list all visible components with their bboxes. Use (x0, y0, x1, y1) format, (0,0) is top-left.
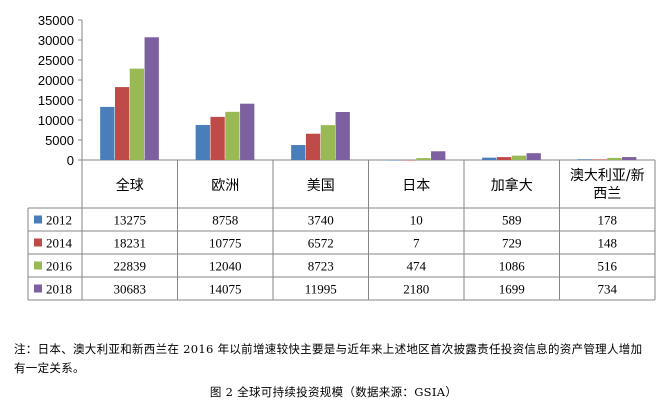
category-labels: 全球 欧洲 美国 日本 加拿大 澳大利亚/新西兰 (116, 168, 645, 202)
y-tick-label: 20000 (38, 73, 74, 88)
table-cell-value: 18231 (114, 236, 147, 251)
bar-2018-1 (240, 103, 255, 160)
table-cell-value: 13275 (114, 213, 147, 228)
table-cell-value: 6572 (308, 236, 334, 251)
sustainable-investment-chart: 0 5000 10000 15000 20000 25000 30000 35000 全球 欧洲… (27, 13, 656, 301)
bar-2018-4 (526, 153, 541, 160)
category-label: 加拿大 (491, 177, 533, 194)
data-table: 2012 13275 8758 3740 10 589 178 2014 18231 10775 6… (34, 213, 618, 297)
bar-2018-3 (431, 151, 446, 160)
legend-key-2014 (34, 238, 42, 247)
category-label: 全球 (116, 177, 144, 194)
category-label: 日本 (402, 178, 430, 194)
table-cell-value: 1699 (499, 282, 525, 297)
legend-label-2018: 2018 (46, 282, 72, 297)
y-axis: 0 5000 10000 15000 20000 25000 30000 35000 (38, 13, 83, 168)
bar-2014-2 (305, 133, 321, 160)
category-label: 美国 (307, 178, 335, 194)
y-tick-label: 15000 (38, 93, 74, 108)
y-tick-label: 35000 (38, 13, 74, 28)
category-label: 欧洲 (211, 178, 239, 194)
bar-2016-3 (416, 158, 431, 160)
table-cell-value: 14075 (209, 282, 242, 297)
legend-key-2016 (34, 261, 42, 270)
table-cell-value: 8758 (212, 213, 238, 228)
table-cell-value: 1086 (499, 259, 526, 274)
legend-label-2014: 2014 (46, 236, 73, 251)
bar-2014-5 (592, 159, 607, 160)
y-tick-label: 10000 (38, 113, 74, 128)
bar-2016-0 (129, 68, 145, 160)
table-cell-value: 734 (598, 282, 618, 297)
bar-2014-3 (401, 159, 416, 161)
bar-2012-4 (482, 157, 497, 160)
table-cell-value: 10775 (209, 236, 242, 251)
figure-caption: 图 2 全球可持续投资规模（数据来源：GSIA） (209, 385, 458, 399)
legend-label-2012: 2012 (46, 213, 72, 228)
table-cell-value: 3740 (308, 213, 334, 228)
table-grid (27, 159, 656, 301)
bar-2018-5 (622, 157, 637, 160)
bar-2016-4 (511, 155, 527, 160)
bar-2014-1 (210, 116, 225, 160)
bar-2012-0 (100, 106, 115, 160)
table-cell-value: 30683 (114, 282, 147, 297)
bar-2012-1 (195, 124, 210, 160)
bar-2012-2 (291, 145, 306, 160)
table-cell-value: 12040 (209, 259, 242, 274)
table-cell-value: 516 (598, 259, 618, 274)
table-cell-value: 11995 (305, 282, 337, 297)
legend-label-2016: 2016 (46, 259, 73, 274)
bar-marks (100, 37, 637, 161)
bar-2014-4 (496, 157, 512, 160)
y-tick-label: 5000 (45, 133, 74, 148)
table-cell-value: 10 (410, 213, 423, 228)
bar-2016-2 (320, 125, 336, 160)
table-cell-value: 589 (502, 213, 522, 228)
table-cell-value: 178 (598, 213, 618, 228)
category-label: 澳大利亚/新 (570, 168, 645, 184)
table-cell-value: 474 (407, 259, 427, 274)
bar-2012-3 (386, 159, 401, 161)
table-cell-value: 22839 (114, 259, 147, 274)
table-cell-value: 2180 (403, 282, 429, 297)
y-tick-label: 25000 (38, 53, 74, 68)
table-cell-value: 729 (502, 236, 522, 251)
bar-2016-1 (225, 111, 240, 160)
legend-key-2018 (34, 284, 42, 293)
chart-note: 注：日本、澳大利亚和新西兰在 2016 年以前增速较快主要是与近年来上述地区首次… (14, 342, 643, 375)
y-tick-label: 0 (67, 153, 74, 168)
y-tick-label: 30000 (38, 33, 74, 48)
bar-2016-5 (607, 157, 622, 160)
category-label: 西兰 (593, 186, 621, 202)
table-cell-value: 7 (413, 236, 420, 251)
bar-2018-2 (335, 112, 350, 160)
table-cell-value: 148 (598, 236, 618, 251)
legend-key-2012 (34, 215, 42, 224)
bar-2018-0 (144, 37, 159, 160)
bar-2012-5 (577, 159, 592, 160)
table-cell-value: 8723 (308, 259, 334, 274)
bar-2014-0 (114, 87, 130, 160)
